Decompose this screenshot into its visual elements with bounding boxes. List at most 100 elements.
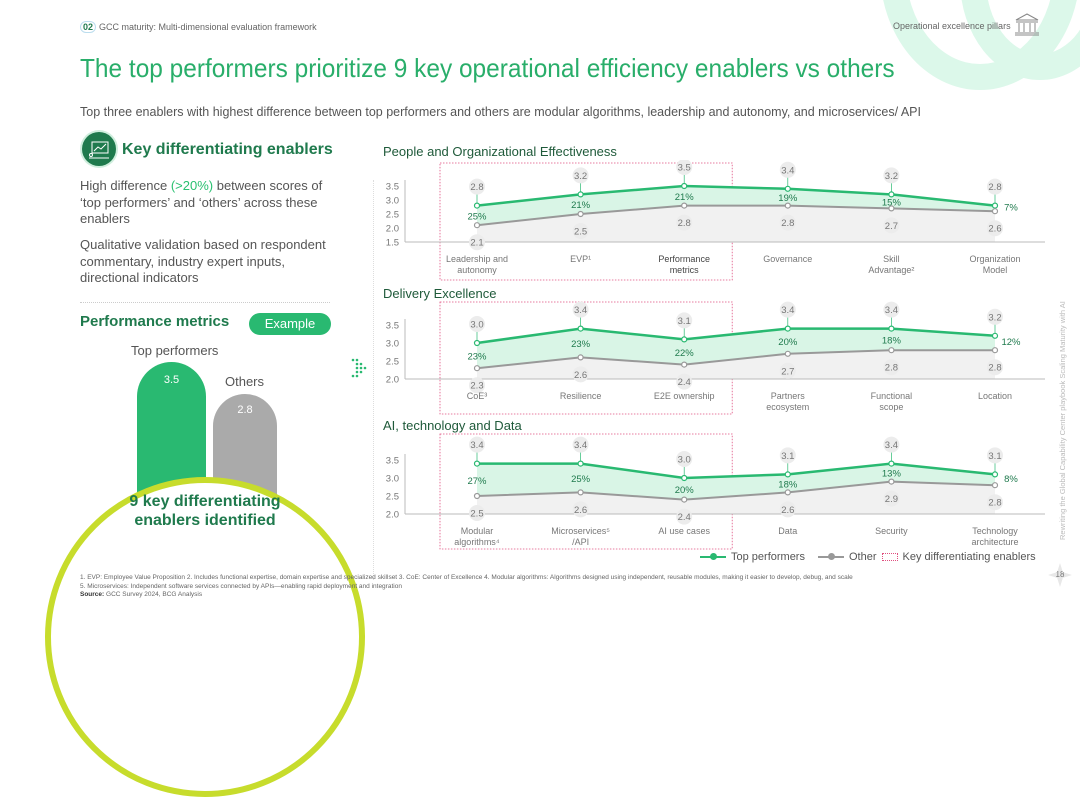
value-bubble [987, 178, 1003, 195]
value-bubble [469, 234, 485, 251]
other-point [784, 489, 791, 496]
building-columns-icon [1015, 13, 1039, 36]
value-bubble [572, 366, 589, 383]
category-label: CoE³ [467, 391, 488, 401]
difference-label: 7% [1004, 202, 1018, 213]
category-label: /API [572, 537, 589, 547]
value-bubble [987, 447, 1003, 464]
page-title: The top performers prioritize 9 key oper… [80, 53, 895, 83]
other-value: 2.4 [678, 512, 691, 523]
chart-title: People and Organizational Effectiveness [383, 144, 617, 159]
top-performers-point [681, 182, 688, 190]
category-label: Governance [763, 254, 812, 264]
breadcrumb: 02 GCC maturity: Multi-dimensional evalua… [80, 21, 317, 33]
value-bubble [779, 447, 796, 464]
top-performers-value: 3.0 [678, 455, 691, 466]
value-bubble [987, 359, 1003, 376]
value-bubble [469, 316, 485, 332]
top-performers-value: 2.8 [988, 182, 1001, 193]
difference-label: 13% [882, 469, 902, 480]
category-label: ecosystem [766, 402, 809, 412]
difference-label: 18% [882, 335, 902, 346]
value-bubble [779, 161, 796, 178]
other-value: 2.8 [885, 363, 898, 374]
key-enablers-box [439, 162, 733, 281]
legend-other-swatch [817, 553, 844, 560]
difference-description: High difference (>20%) between scores of… [80, 178, 342, 228]
other-area [477, 481, 995, 514]
category-label: Security [875, 526, 908, 536]
other-value: 2.9 [885, 494, 898, 505]
source-label: Source: [80, 591, 105, 598]
top-performers-value: 3.4 [470, 440, 483, 451]
category-label: E2E ownership [654, 391, 715, 401]
y-tick-label: 3.0 [386, 474, 399, 485]
difference-label: 12% [1001, 337, 1021, 348]
difference-label: 21% [571, 200, 591, 211]
source-line: Source: GCC Survey 2024, BCG Analysis [80, 591, 1040, 600]
top-performers-point [577, 191, 584, 198]
people-org-chart: 1.5 2.0 2.5 3.0 3.5 2.8 2.1 25% Leadership andau… [386, 160, 1045, 281]
y-tick-label: 2.5 [386, 492, 399, 503]
other-value: 2.8 [781, 218, 794, 229]
other-value: 2.6 [574, 370, 587, 381]
value-bubble [883, 217, 900, 234]
other-area [477, 350, 995, 379]
other-point [577, 489, 584, 496]
y-tick-label: 3.5 [386, 456, 399, 467]
top-performers-value: 3.4 [885, 305, 898, 316]
top-performers-value: 3.2 [988, 312, 1001, 323]
other-point [681, 202, 688, 209]
top-performers-point [784, 471, 791, 478]
value-bubble [676, 160, 693, 175]
top-performers-value: 3.4 [574, 305, 587, 316]
key-enablers-heading: Key differentiating enablers [122, 141, 333, 158]
top-performers-point [888, 191, 895, 198]
other-point [784, 350, 791, 357]
other-point [991, 482, 999, 489]
value-bubble [987, 220, 1003, 237]
top-performers-value: 3.1 [988, 451, 1001, 462]
other-value: 2.6 [988, 224, 1001, 235]
category-label: Functional [871, 391, 913, 401]
top-performers-point [681, 474, 688, 482]
other-value: 2.7 [781, 366, 794, 377]
value-bubble [676, 312, 693, 329]
category-label: EVP¹ [570, 254, 591, 264]
top-performers-value: 2.8 [470, 182, 483, 193]
top-performers-point [991, 332, 999, 339]
top-performers-value: 3.4 [781, 165, 794, 176]
category-label: Organization [969, 254, 1020, 264]
footnote-line: 5. Microservices: Independent software s… [80, 582, 402, 590]
other-line [476, 480, 996, 501]
difference-label: 8% [1004, 474, 1018, 485]
top-performers-point [784, 325, 791, 332]
y-tick-label: 2.0 [386, 224, 399, 235]
difference-label: 21% [675, 192, 695, 203]
category-label: Model [983, 265, 1008, 275]
category-label: scope [879, 402, 903, 412]
value-bubble [779, 362, 796, 379]
other-value: 2.4 [678, 377, 691, 388]
category-label: Modular [461, 526, 494, 536]
example-title: Performance metrics [80, 313, 230, 330]
other-point [577, 210, 584, 218]
value-bubble [469, 377, 485, 394]
other-point [681, 361, 688, 368]
side-text: Rewriting the Global Capability Center p… [1058, 301, 1067, 540]
vertical-divider [373, 180, 374, 580]
category-label: Location [978, 391, 1012, 401]
category-label: Data [778, 526, 797, 536]
example-badge: Example [249, 313, 331, 335]
category-label: Leadership and [446, 254, 508, 264]
category-label: Advantage² [868, 265, 914, 275]
page-subtitle: Top three enablers with highest differen… [80, 105, 921, 119]
page-number: 18 [1048, 563, 1072, 587]
y-tick-label: 2.5 [386, 357, 399, 368]
category-label: Skill [883, 254, 900, 264]
others-label: Others [225, 374, 265, 389]
text: between scores of ‘top performers’ and ‘… [80, 178, 323, 226]
top-performers-value: 3.1 [781, 451, 794, 462]
category-label: AI use cases [658, 526, 710, 536]
category-label: Resilience [560, 391, 602, 401]
